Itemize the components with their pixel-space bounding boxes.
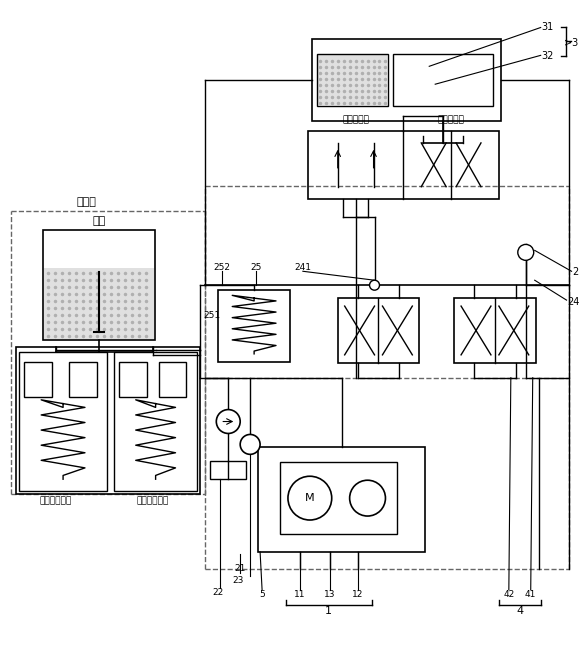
Text: >3: >3	[564, 38, 578, 48]
Text: 4: 4	[516, 606, 524, 616]
Text: 42: 42	[503, 590, 514, 599]
Bar	[24, 362, 52, 396]
Text: 11: 11	[294, 590, 305, 599]
Bar	[258, 447, 425, 552]
Bar	[16, 347, 201, 494]
Text: 25: 25	[251, 263, 262, 272]
Bar	[308, 131, 499, 199]
Text: 制动缸: 制动缸	[76, 196, 96, 207]
Text: 252: 252	[214, 263, 231, 272]
Text: 方向盘右转: 方向盘右转	[438, 116, 465, 125]
Circle shape	[518, 244, 533, 261]
Circle shape	[350, 480, 385, 516]
Bar	[19, 352, 107, 491]
Bar	[317, 55, 388, 106]
Text: 接后桥制动器: 接后桥制动器	[40, 497, 72, 506]
Bar	[454, 298, 536, 363]
Circle shape	[240, 434, 260, 454]
Text: 接前桥制动器: 接前桥制动器	[136, 497, 168, 506]
Text: 方向盘左转: 方向盘左转	[342, 116, 369, 125]
Text: 12: 12	[352, 590, 363, 599]
Bar	[43, 231, 154, 340]
Circle shape	[370, 280, 380, 290]
Text: 油壶: 油壶	[92, 216, 106, 226]
Text: 24: 24	[567, 297, 580, 307]
Text: 2: 2	[573, 267, 579, 278]
Text: 22: 22	[213, 588, 224, 597]
Text: 21: 21	[234, 564, 246, 573]
Text: 5: 5	[259, 590, 265, 599]
Bar	[114, 352, 198, 491]
Bar	[280, 462, 398, 534]
Text: 41: 41	[525, 590, 536, 599]
Bar	[44, 268, 154, 339]
Bar	[69, 362, 97, 396]
Text: 251: 251	[204, 311, 221, 320]
Text: 13: 13	[324, 590, 335, 599]
Bar	[159, 362, 187, 396]
Text: 1: 1	[325, 606, 332, 616]
Text: M: M	[305, 493, 315, 503]
Text: 23: 23	[233, 576, 244, 585]
Bar	[318, 55, 388, 105]
Circle shape	[288, 476, 332, 520]
Text: 32: 32	[542, 51, 554, 61]
Circle shape	[216, 410, 240, 434]
Bar	[210, 462, 246, 479]
Bar	[338, 298, 419, 363]
Bar	[312, 40, 501, 121]
Bar	[119, 362, 147, 396]
Bar	[218, 290, 290, 362]
Bar	[394, 55, 493, 106]
Text: 241: 241	[294, 263, 311, 272]
Text: 31: 31	[542, 21, 554, 31]
